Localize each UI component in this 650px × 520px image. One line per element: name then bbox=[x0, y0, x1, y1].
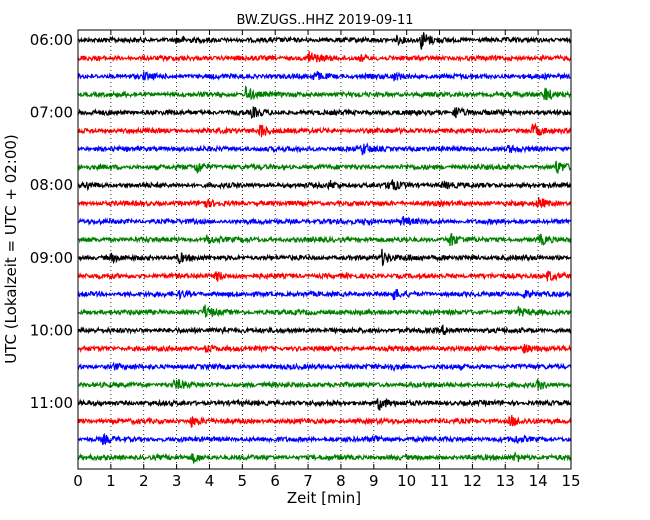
x-tick-label: 11 bbox=[430, 472, 449, 490]
x-tick-label: 0 bbox=[73, 472, 83, 490]
trace-0745 bbox=[77, 160, 572, 174]
trace-0930 bbox=[77, 288, 572, 301]
x-axis-label: Zeit [min] bbox=[287, 489, 361, 507]
trace-0600 bbox=[77, 32, 572, 50]
chart-title: BW.ZUGS..HHZ 2019-09-11 bbox=[236, 13, 413, 28]
trace-0900 bbox=[77, 248, 572, 267]
trace-1030 bbox=[77, 361, 572, 372]
y-tick-label: 09:00 bbox=[30, 249, 73, 267]
x-tick-label: 13 bbox=[496, 472, 515, 490]
trace-0915 bbox=[77, 270, 572, 282]
y-tick-label: 10:00 bbox=[30, 321, 73, 339]
trace-0700 bbox=[77, 106, 572, 120]
trace-0800 bbox=[77, 179, 572, 192]
trace-1130 bbox=[77, 432, 572, 446]
x-tick-label: 7 bbox=[303, 472, 313, 490]
x-tick-label: 1 bbox=[106, 472, 116, 490]
x-tick-label: 15 bbox=[561, 472, 580, 490]
y-tick-label: 07:00 bbox=[30, 104, 73, 122]
x-tick-label: 9 bbox=[369, 472, 379, 490]
x-tick-label: 10 bbox=[397, 472, 416, 490]
trace-1045 bbox=[77, 377, 572, 391]
y-tick-label: 06:00 bbox=[30, 31, 73, 49]
trace-1000 bbox=[77, 324, 572, 336]
trace-0630 bbox=[77, 71, 572, 82]
x-tick-label: 14 bbox=[529, 472, 548, 490]
trace-1015 bbox=[77, 343, 572, 354]
axis-ticks: 0 1 2 3 4 5 6 7 8 9 10 11 12 13 14 1506:0007:0008:0009:… bbox=[30, 30, 581, 490]
trace-0945 bbox=[77, 304, 572, 318]
x-tick-label: 12 bbox=[463, 472, 482, 490]
trace-0715 bbox=[77, 122, 572, 138]
y-tick-label: 11:00 bbox=[30, 394, 73, 412]
seismic-traces bbox=[77, 32, 572, 464]
y-axis-label: UTC (Lokalzeit = UTC + 02:00) bbox=[2, 134, 20, 364]
x-tick-label: 6 bbox=[270, 472, 280, 490]
x-tick-label: 2 bbox=[139, 472, 149, 490]
trace-1115 bbox=[77, 414, 572, 428]
trace-0845 bbox=[77, 232, 572, 247]
trace-1145 bbox=[77, 451, 572, 464]
plot-frame bbox=[77, 29, 572, 470]
x-tick-label: 5 bbox=[238, 472, 248, 490]
trace-0730 bbox=[77, 142, 572, 156]
x-tick-label: 4 bbox=[205, 472, 215, 490]
trace-1100 bbox=[77, 397, 572, 411]
x-tick-label: 8 bbox=[336, 472, 346, 490]
x-tick-label: 3 bbox=[172, 472, 182, 490]
trace-0830 bbox=[77, 215, 572, 227]
trace-0815 bbox=[77, 196, 572, 209]
y-tick-label: 08:00 bbox=[30, 176, 73, 194]
trace-0645 bbox=[77, 85, 572, 101]
trace-0615 bbox=[77, 51, 572, 63]
